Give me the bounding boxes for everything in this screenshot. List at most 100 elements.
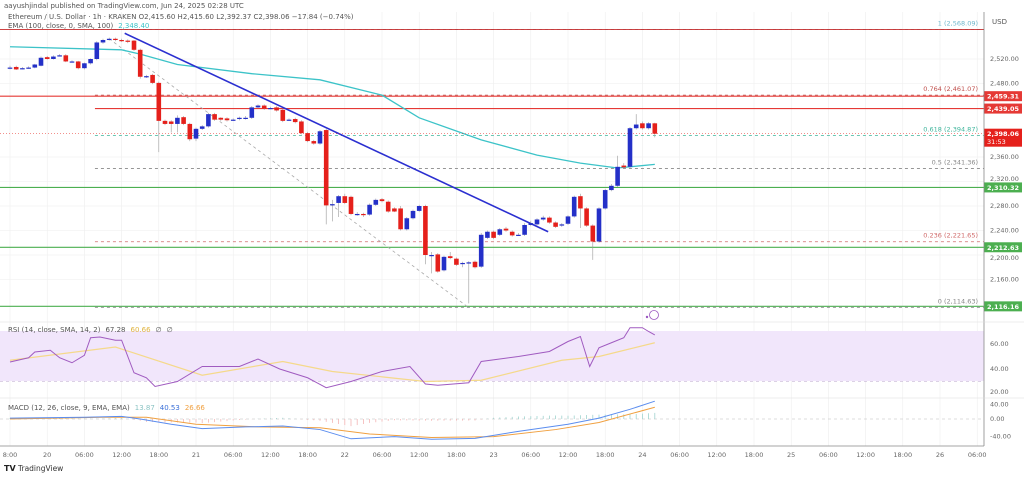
candle[interactable] [348, 195, 354, 216]
candle[interactable] [534, 218, 540, 226]
macd-line[interactable] [9, 400, 655, 440]
candle[interactable] [150, 73, 155, 85]
candle[interactable] [540, 215, 546, 221]
rsi-legend[interactable]: RSI (14, close, SMA, 14, 2) [8, 326, 101, 334]
candle[interactable] [193, 127, 199, 142]
candle[interactable] [460, 261, 465, 268]
candle[interactable] [578, 193, 583, 229]
candle[interactable] [88, 58, 93, 65]
candle[interactable] [32, 63, 38, 69]
candle[interactable] [187, 122, 193, 142]
candle[interactable] [423, 204, 428, 265]
candle[interactable] [218, 117, 224, 121]
candle[interactable] [286, 118, 292, 121]
candle[interactable] [323, 128, 329, 225]
candle[interactable] [119, 38, 124, 42]
symbol-legend[interactable]: Ethereum / U.S. Dollar · 1h · KRAKEN O2,… [8, 13, 354, 21]
candle[interactable] [367, 203, 372, 216]
candle[interactable] [38, 56, 44, 67]
candle[interactable] [305, 131, 310, 143]
candle[interactable] [497, 228, 503, 237]
macd-signal-line[interactable] [9, 406, 655, 438]
candle[interactable] [385, 200, 391, 213]
candle[interactable] [82, 62, 87, 70]
candle[interactable] [156, 81, 162, 153]
candle[interactable] [311, 139, 317, 145]
candle[interactable] [206, 112, 211, 128]
tradingview-logo[interactable]: TV TradingView [4, 464, 63, 473]
candle[interactable] [224, 117, 230, 122]
candle[interactable] [466, 261, 472, 304]
macd-legend[interactable]: MACD (12, 26, close, 9, EMA, EMA) [8, 404, 130, 412]
candle[interactable] [559, 223, 565, 227]
candle[interactable] [13, 65, 19, 71]
alert-icon[interactable] [645, 310, 659, 320]
candle[interactable] [392, 207, 397, 213]
candle[interactable] [590, 224, 596, 260]
candle[interactable] [336, 194, 341, 218]
candle[interactable] [584, 207, 589, 227]
candle[interactable] [596, 207, 602, 243]
ema-legend[interactable]: EMA (100, close, 0, SMA, 100) [8, 22, 113, 30]
candle[interactable] [652, 122, 658, 138]
candle[interactable] [528, 220, 534, 227]
candle[interactable] [199, 125, 205, 131]
candle[interactable] [100, 38, 106, 44]
candle[interactable] [571, 195, 577, 218]
candle[interactable] [237, 116, 242, 121]
candle[interactable] [472, 260, 478, 269]
candle[interactable] [7, 65, 13, 70]
candle[interactable] [627, 126, 633, 169]
candle[interactable] [330, 199, 335, 222]
candle[interactable] [20, 66, 25, 70]
candle[interactable] [602, 188, 608, 210]
candle[interactable] [280, 108, 286, 123]
candle[interactable] [69, 60, 75, 63]
candle[interactable] [255, 104, 261, 108]
candle[interactable] [94, 41, 100, 61]
candle[interactable] [317, 130, 323, 145]
candle[interactable] [565, 215, 571, 225]
candle[interactable] [404, 217, 410, 231]
candle[interactable] [354, 212, 360, 216]
candle[interactable] [162, 119, 168, 126]
candle[interactable] [621, 163, 627, 169]
ema-100-line[interactable] [9, 46, 655, 169]
candle[interactable] [447, 251, 453, 260]
candle[interactable] [243, 115, 248, 120]
candle[interactable] [516, 232, 521, 237]
candle[interactable] [51, 55, 56, 60]
rsi-ma-line[interactable] [9, 342, 655, 383]
candle[interactable] [292, 117, 298, 124]
candle[interactable] [379, 198, 385, 203]
candle[interactable] [609, 183, 614, 192]
candle[interactable] [640, 121, 645, 130]
candle[interactable] [485, 230, 490, 240]
candle[interactable] [435, 253, 441, 273]
candle[interactable] [398, 206, 403, 231]
candle[interactable] [547, 216, 552, 224]
candle[interactable] [509, 230, 515, 237]
candle[interactable] [113, 37, 118, 42]
time-axis[interactable]: 8:00 20 06:00 12:00 18:00 21 06:00 12:00 18:00 22… [3, 451, 987, 459]
candle[interactable] [57, 54, 62, 57]
candle[interactable] [75, 60, 81, 70]
candle[interactable] [454, 257, 459, 267]
candle[interactable] [230, 118, 236, 121]
candle[interactable] [168, 120, 174, 133]
candle[interactable] [137, 48, 143, 79]
candle[interactable] [441, 255, 447, 272]
price-axis[interactable]: 2,520.00 2,480.00 2,360.00 2,320.00 2,280.00… [984, 55, 1022, 441]
candle[interactable] [553, 221, 558, 229]
candle[interactable] [615, 155, 620, 188]
candle[interactable] [342, 193, 348, 205]
candle[interactable] [181, 115, 186, 126]
candle[interactable] [522, 223, 527, 237]
candle[interactable] [361, 212, 366, 218]
candle[interactable] [503, 226, 509, 232]
candle[interactable] [144, 74, 149, 78]
candle[interactable] [261, 104, 267, 110]
candle[interactable] [299, 120, 304, 135]
candles[interactable] [7, 37, 658, 304]
